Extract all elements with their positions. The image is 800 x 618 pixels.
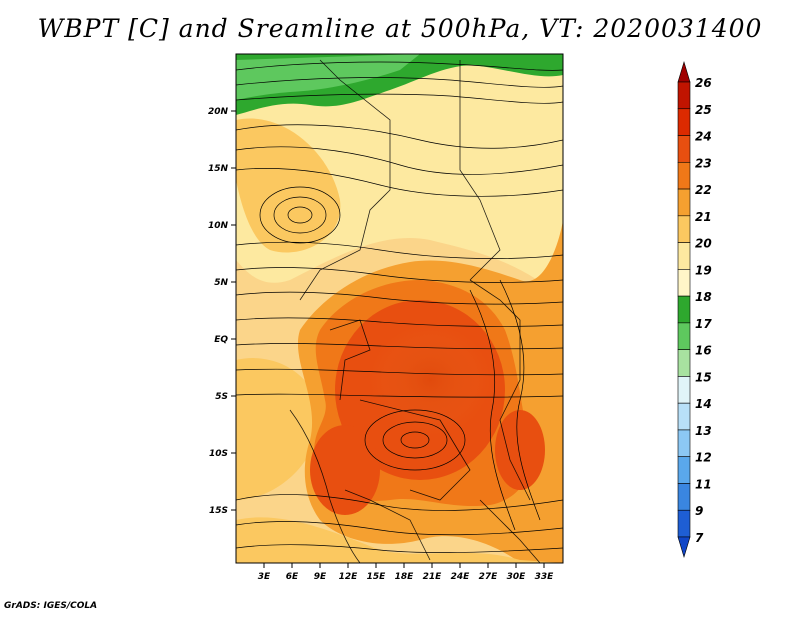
chart-title: WBPT [C] and Sreamline at 500hPa, VT: 20… (37, 14, 763, 43)
streamlines (236, 61, 563, 553)
lon-label: 12E (339, 572, 359, 582)
colorbar-bottom-arrow (677, 536, 691, 559)
colorbar-label: 14 (695, 397, 712, 411)
colorbar-label: 9 (695, 504, 703, 518)
colorbar-swatch (677, 215, 691, 243)
lat-label: 15N (208, 164, 229, 174)
lat-label: EQ (214, 335, 228, 345)
colorbar-label: 15 (695, 370, 712, 384)
colorbar-label: 20 (695, 237, 712, 251)
colorbar-label: 11 (695, 477, 712, 491)
lon-label: 6E (286, 572, 299, 582)
colorbar-swatch (677, 402, 691, 431)
lat-label: 10N (208, 221, 229, 231)
colorbar-label: 17 (695, 317, 712, 331)
lon-label: 24E (451, 572, 471, 582)
colorbar-swatch (677, 188, 691, 217)
colorbar-top-arrow (677, 60, 691, 83)
colorbar-swatch (677, 483, 691, 511)
colorbar-swatch (677, 456, 691, 484)
lat-axis: 20N 15N 10N 5N EQ 5S 10S 15S (208, 107, 236, 516)
colorbar-swatch (677, 349, 691, 377)
colorbar-label: 13 (695, 424, 712, 438)
colorbar-label: 19 (695, 263, 712, 277)
colorbar-swatch (677, 269, 691, 297)
colorbar-swatch (677, 135, 691, 163)
grads-credit: GrADS: IGES/COLA (4, 601, 98, 611)
colorbar: 26 25 24 23 22 21 20 19 18 17 16 15 14 13 12 11 9 7 (677, 60, 712, 559)
lon-label: 27E (479, 572, 499, 582)
colorbar-swatch (677, 429, 691, 458)
lon-label: 9E (314, 572, 327, 582)
colorbar-swatch (677, 161, 691, 190)
lon-label: 30E (507, 572, 527, 582)
lat-label: 15S (209, 506, 228, 516)
lon-label: 21E (423, 572, 443, 582)
colorbar-swatch (677, 108, 691, 136)
lat-label: 5N (214, 278, 228, 288)
colorbar-label: 16 (695, 344, 712, 358)
lon-label: 33E (535, 572, 555, 582)
map-frame (235, 53, 564, 564)
lat-label: 20N (208, 107, 229, 117)
colorbar-label: 12 (695, 451, 712, 465)
colorbar-label: 23 (695, 156, 712, 170)
lon-label: 15E (367, 572, 387, 582)
lat-label: 10S (209, 449, 228, 459)
lon-axis: 3E 6E 9E 12E 15E 18E 21E 24E 27E 30E 33E (258, 563, 554, 582)
wbpt-field (236, 54, 563, 563)
colorbar-label: 26 (695, 76, 712, 90)
colorbar-label: 18 (695, 290, 712, 304)
colorbar-swatch (677, 376, 691, 404)
colorbar-swatch (677, 295, 691, 324)
colorbar-label: 22 (695, 183, 712, 197)
colorbar-label: 7 (695, 531, 704, 545)
lat-label: 5S (215, 392, 228, 402)
lon-label: 3E (258, 572, 271, 582)
colorbar-swatch (677, 242, 691, 270)
colorbar-label: 25 (695, 103, 712, 117)
colorbar-label: 21 (695, 210, 712, 224)
colorbar-swatch (677, 509, 691, 538)
colorbar-label: 24 (695, 130, 712, 144)
colorbar-swatch (677, 81, 691, 110)
colorbar-swatch (677, 322, 691, 350)
lon-label: 18E (395, 572, 415, 582)
